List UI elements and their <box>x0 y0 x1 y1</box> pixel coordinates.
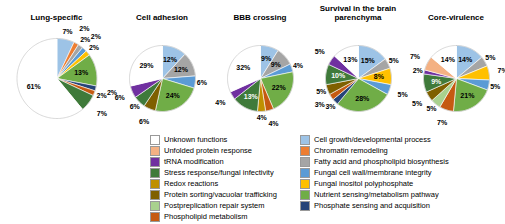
svg-text:6%: 6% <box>130 103 141 110</box>
svg-text:13%: 13% <box>343 56 358 63</box>
svg-text:5%: 5% <box>412 100 423 107</box>
svg-text:5%: 5% <box>315 48 326 55</box>
svg-text:3%: 3% <box>325 103 336 110</box>
svg-text:5%: 5% <box>485 54 496 61</box>
svg-text:29%: 29% <box>139 62 154 69</box>
html-text:Survival in the brain parenchy: Survival in the brain parenchyma <box>319 4 397 22</box>
svg-text:14%: 14% <box>441 56 456 63</box>
svg-text:5%: 5% <box>426 105 437 112</box>
svg-text:13%: 13% <box>244 93 259 100</box>
svg-text:4%: 4% <box>257 114 268 121</box>
html-text:Nutrient sensing/metabolism pa: Nutrient sensing/metabolism pathway <box>314 190 439 199</box>
svg-text:7%: 7% <box>498 67 505 74</box>
html-text:tRNA modification: tRNA modification <box>164 157 224 166</box>
html-text:Fungal inositol polyphosphate: Fungal inositol polyphosphate <box>314 179 414 188</box>
svg-text:2%: 2% <box>79 25 90 32</box>
svg-text:6%: 6% <box>139 118 150 125</box>
svg-text:4%: 4% <box>215 99 226 106</box>
svg-text:32%: 32% <box>236 64 251 71</box>
html-text:Chromatin remodeling: Chromatin remodeling <box>314 146 388 155</box>
html-text:Protein sorting/vacuolar traff: Protein sorting/vacuolar trafficking <box>164 190 277 199</box>
svg-text:2%: 2% <box>80 36 91 43</box>
svg-text:5%: 5% <box>398 91 409 98</box>
html-text:Fatty acid and phospholipid bi: Fatty acid and phospholipid biosynthesis <box>314 157 449 166</box>
svg-text:13%: 13% <box>74 69 89 76</box>
svg-text:5%: 5% <box>490 83 501 90</box>
svg-text:2%: 2% <box>91 33 102 40</box>
svg-text:2%: 2% <box>97 92 108 99</box>
svg-text:7%: 7% <box>410 53 421 60</box>
svg-text:6%: 6% <box>197 79 208 86</box>
html-text:Cell adhesion: Cell adhesion <box>136 13 188 22</box>
svg-text:2%: 2% <box>107 88 118 96</box>
svg-text:7%: 7% <box>62 28 73 35</box>
svg-text:6%: 6% <box>115 94 126 101</box>
html-text:Core-virulence: Core-virulence <box>428 13 484 22</box>
svg-text:10%: 10% <box>331 72 346 79</box>
html-text:Postpreplication repair system: Postpreplication repair system <box>164 201 265 210</box>
svg-text:4%: 4% <box>293 62 304 69</box>
html-text:Redox reactions: Redox reactions <box>164 179 219 188</box>
svg-text:5%: 5% <box>389 57 400 64</box>
svg-text:2%: 2% <box>413 67 424 74</box>
svg-text:2%: 2% <box>89 44 100 51</box>
svg-text:14%: 14% <box>458 56 473 63</box>
svg-text:12%: 12% <box>174 66 189 73</box>
svg-text:24%: 24% <box>166 92 181 99</box>
svg-text:8%: 8% <box>374 73 385 80</box>
html-text:Phospholipid metabolism: Phospholipid metabolism <box>164 212 248 221</box>
html-text:Fungal cell wall/membrane inte: Fungal cell wall/membrane integrity <box>314 168 432 177</box>
svg-text:9%: 9% <box>271 61 282 68</box>
svg-text:12%: 12% <box>163 56 178 63</box>
html-text:Unfolded protein response: Unfolded protein response <box>164 146 252 155</box>
svg-text:22%: 22% <box>272 84 287 91</box>
svg-text:15%: 15% <box>361 57 376 64</box>
html-text:Phosphate sensing and acquisit: Phosphate sensing and acquisition <box>314 201 430 210</box>
svg-text:7%: 7% <box>437 119 448 126</box>
html-text:BBB crossing: BBB crossing <box>233 13 287 22</box>
svg-text:21%: 21% <box>460 92 475 99</box>
svg-text:9%: 9% <box>261 55 272 63</box>
html-text:Unknown functions: Unknown functions <box>164 135 228 144</box>
svg-text:5%: 5% <box>316 88 327 95</box>
svg-text:7%: 7% <box>97 110 108 117</box>
html-text:Stress response/fungal infecti: Stress response/fungal infectivity <box>164 168 274 177</box>
svg-text:28%: 28% <box>355 95 370 102</box>
svg-text:61%: 61% <box>27 83 42 90</box>
html-text:Lung-specific: Lung-specific <box>30 13 83 22</box>
svg-text:3%: 3% <box>315 101 326 108</box>
svg-text:9%: 9% <box>431 78 442 85</box>
html-text:Cell growth/developmental proc: Cell growth/developmental process <box>314 135 431 144</box>
svg-text:4%: 4% <box>268 120 279 127</box>
